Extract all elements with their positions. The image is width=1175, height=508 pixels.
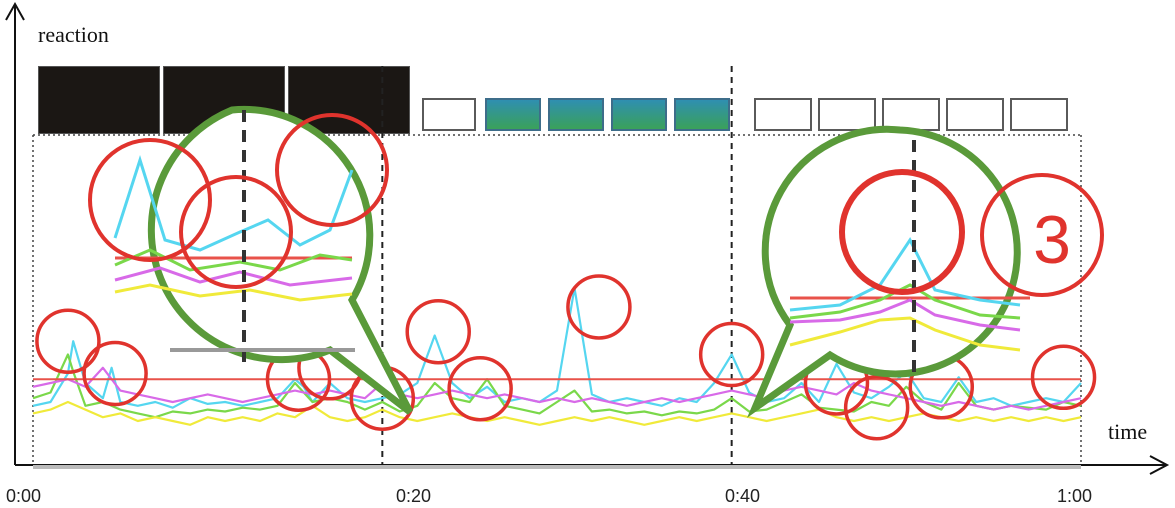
slide-thumbnail-8: [882, 98, 940, 131]
peak-highlight-circle-7: [447, 355, 513, 422]
annotation-circle: [980, 173, 1104, 297]
x-axis-label: time: [1108, 419, 1148, 444]
slide-thumbnail-4: [611, 98, 667, 131]
callout-right-green: [789, 283, 1021, 320]
slide-thumbnail-1: [422, 98, 476, 131]
video-thumbnail-1: [38, 66, 160, 134]
callout-left-circle-1: [179, 175, 293, 289]
zoom-callout-right: 3: [747, 125, 1104, 418]
x-axis-arrow: [1149, 455, 1170, 475]
slide-thumbnail-9: [946, 98, 1004, 131]
zoom-callout-left: [88, 105, 414, 415]
peak-highlight-circle-13: [1030, 344, 1097, 411]
slide-thumbnail-5: [674, 98, 730, 131]
callout-right-cyan: [789, 237, 1021, 312]
peak-highlight-circle-11: [843, 374, 910, 441]
callout-right-yellow: [789, 316, 1021, 352]
x-tick-label-3: 1:00: [1057, 486, 1093, 506]
slide-thumbnail-10: [1010, 98, 1068, 131]
peak-highlight-circle-9: [698, 321, 765, 388]
callout-left-green: [114, 248, 353, 272]
callout-left-magenta: [114, 266, 353, 287]
peak-highlight-circle-2: [82, 340, 148, 407]
annotation-number: 3: [1033, 202, 1071, 278]
peak-highlight-circle-6: [405, 298, 471, 365]
callout-left-yellow: [114, 283, 353, 302]
x-tick-label-0: 0:00: [6, 486, 42, 506]
callout-left-cyan: [113, 155, 354, 252]
slide-thumbnail-3: [548, 98, 604, 131]
slide-thumbnail-2: [485, 98, 541, 131]
y-axis-arrow: [5, 1, 25, 21]
slide-thumbnail-7: [818, 98, 876, 131]
y-axis-label: reaction: [38, 22, 109, 47]
callout-left-circle-3: [275, 113, 389, 227]
callout-right-magenta: [789, 298, 1021, 332]
callout-right-circle: [839, 169, 965, 295]
callout-left-circle-2: [88, 138, 212, 262]
x-tick-label-1: 0:20: [396, 486, 432, 506]
peak-highlight-circle-8: [566, 274, 632, 340]
slide-thumbnail-6: [754, 98, 812, 131]
x-tick-label-2: 0:40: [725, 486, 761, 506]
peak-highlight-circle-1: [35, 308, 101, 374]
video-thumbnail-3: [288, 66, 410, 134]
